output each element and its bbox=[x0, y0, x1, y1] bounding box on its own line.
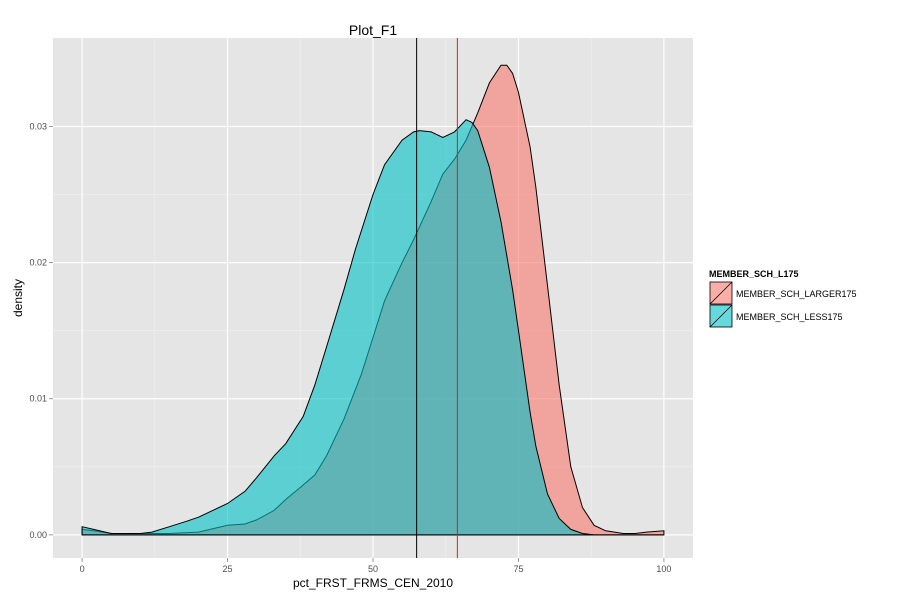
legend: MEMBER_SCH_L175 MEMBER_SCH_LARGER175 MEM… bbox=[709, 269, 857, 328]
y-tick-label: 0.03 bbox=[29, 121, 47, 131]
x-tick-label: 75 bbox=[513, 564, 523, 574]
legend-label-less175: MEMBER_SCH_LESS175 bbox=[736, 312, 843, 322]
legend-entry-less175: MEMBER_SCH_LESS175 bbox=[709, 304, 843, 328]
density-area-less175 bbox=[81, 119, 664, 536]
legend-title: MEMBER_SCH_L175 bbox=[709, 269, 799, 279]
y-tick-label: 0.00 bbox=[29, 530, 47, 540]
legend-key-slash bbox=[709, 281, 733, 305]
x-tick-label: 0 bbox=[80, 564, 85, 574]
x-axis-title: pct_FRST_FRMS_CEN_2010 bbox=[293, 576, 453, 590]
y-tick-label: 0.02 bbox=[29, 258, 47, 268]
x-tick-label: 50 bbox=[368, 564, 378, 574]
legend-label-larger175: MEMBER_SCH_LARGER175 bbox=[736, 289, 857, 299]
x-axis: 0 25 50 75 100 bbox=[80, 558, 671, 574]
reference-lines bbox=[416, 38, 458, 558]
legend-entry-larger175: MEMBER_SCH_LARGER175 bbox=[709, 281, 857, 305]
y-axis-title: density bbox=[11, 279, 25, 317]
x-tick-label: 25 bbox=[223, 564, 233, 574]
y-axis: 0.00 0.01 0.02 0.03 bbox=[29, 121, 53, 540]
y-tick-label: 0.01 bbox=[29, 394, 47, 404]
chart-title: Plot_F1 bbox=[349, 22, 397, 38]
legend-key-slash bbox=[709, 304, 733, 328]
x-tick-label: 100 bbox=[656, 564, 671, 574]
density-areas bbox=[81, 64, 665, 536]
